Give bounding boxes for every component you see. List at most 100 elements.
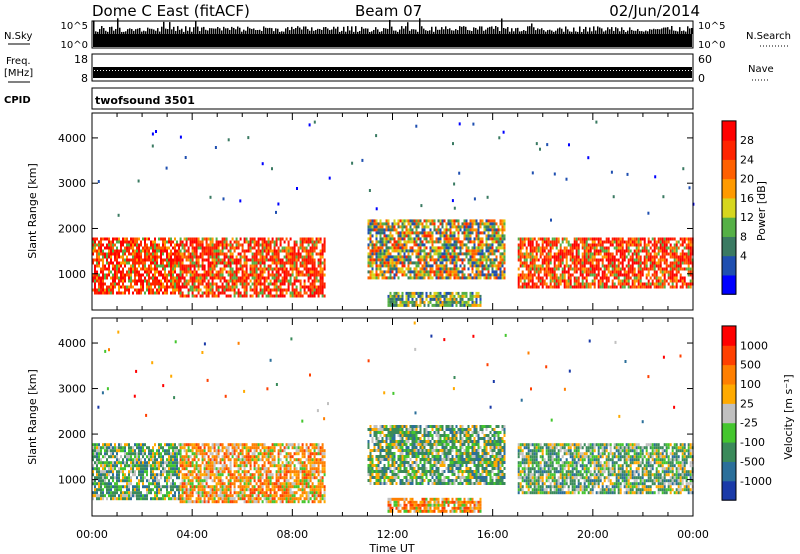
nsky-bar [625, 31, 627, 34]
echo-cell [475, 291, 478, 295]
echo-cell [178, 264, 180, 268]
echo-cell [423, 243, 426, 247]
echo-cell [176, 288, 178, 292]
echo-cell [128, 291, 130, 295]
echo-cell [253, 276, 256, 280]
echo-cell [551, 246, 554, 250]
nave-point [160, 70, 161, 71]
echo-cell [241, 267, 244, 271]
echo-cell [675, 252, 678, 256]
echo-cell [227, 258, 230, 262]
echo-cell [301, 243, 304, 247]
echo-cell [283, 246, 286, 250]
echo-cell [491, 243, 494, 247]
echo-cell [223, 240, 226, 244]
echo-cell [315, 252, 318, 256]
echo-cell [573, 255, 576, 259]
echo-cell [579, 282, 582, 286]
echo-cell [297, 255, 300, 259]
nsky-bar [527, 26, 529, 34]
echo-cell [104, 452, 106, 456]
echo-cell [433, 258, 436, 262]
echo-cell [138, 255, 140, 259]
echo-cell [389, 270, 392, 274]
echo-cell [379, 222, 382, 226]
echo-cell [367, 276, 370, 280]
echo-cell [299, 291, 302, 295]
echo-cell [98, 282, 100, 286]
echo-cell [405, 231, 408, 235]
echo-cell [559, 258, 562, 262]
echo-cell [607, 267, 610, 271]
echo-cell [375, 261, 378, 265]
echo-cell [201, 276, 204, 280]
echo-cell [295, 240, 298, 244]
echo-cell [441, 264, 444, 268]
echo-cell [435, 276, 438, 280]
echo-cell [461, 267, 464, 271]
echo-cell [495, 222, 498, 226]
nsky-bar [299, 27, 301, 34]
echo-cell [495, 228, 498, 232]
echo-cell [195, 294, 198, 298]
echo-cell [561, 273, 564, 277]
echo-cell [134, 240, 136, 244]
echo-cell [491, 264, 494, 268]
echo-cell [447, 243, 450, 247]
echo-cell [589, 264, 592, 268]
echo-cell [449, 303, 452, 307]
echo-cell [673, 276, 676, 280]
echo-cell [307, 252, 310, 256]
echo-cell [287, 279, 290, 283]
echo-cell [96, 288, 98, 292]
echo-cell [207, 291, 210, 295]
echo-cell [427, 276, 430, 280]
echo-cell [546, 143, 549, 147]
echo-cell [449, 273, 452, 277]
nsky-bar [333, 26, 335, 34]
echo-cell [439, 219, 442, 223]
echo-cell [423, 258, 426, 262]
echo-cell [461, 276, 464, 280]
echo-cell [178, 252, 180, 256]
echo-cell [403, 270, 406, 274]
echo-cell [495, 276, 498, 280]
nsky-bar [153, 29, 155, 34]
echo-cell [495, 240, 498, 244]
echo-cell [195, 246, 198, 250]
echo-cell [451, 273, 454, 277]
echo-cell [669, 264, 672, 268]
echo-cell [303, 264, 306, 268]
echo-cell [217, 252, 220, 256]
echo-cell [445, 297, 448, 301]
echo-cell [441, 243, 444, 247]
echo-cell [429, 252, 432, 256]
echo-cell [205, 249, 208, 253]
echo-cell [373, 276, 376, 280]
echo-cell [150, 270, 152, 274]
nave-point [142, 70, 143, 71]
echo-cell [571, 246, 574, 250]
echo-cell [223, 291, 226, 295]
echo-cell [671, 282, 674, 286]
colorbar-swatch [722, 178, 736, 199]
nsky-bar [541, 28, 543, 34]
echo-cell [106, 243, 108, 247]
nave-point [133, 70, 134, 71]
echo-cell [305, 264, 308, 268]
echo-cell [213, 282, 216, 286]
echo-cell [519, 276, 522, 280]
echo-cell [633, 279, 636, 283]
echo-cell [239, 282, 242, 286]
echo-cell [152, 240, 154, 244]
echo-cell [245, 288, 248, 292]
echo-cell [387, 300, 390, 304]
echo-cell [189, 261, 192, 265]
echo-cell [489, 225, 492, 229]
echo-cell [187, 249, 190, 253]
echo-cell [181, 273, 184, 277]
nave-point [232, 70, 233, 71]
echo-cell [152, 288, 154, 292]
echo-cell [475, 294, 478, 298]
nave-point [139, 70, 140, 71]
